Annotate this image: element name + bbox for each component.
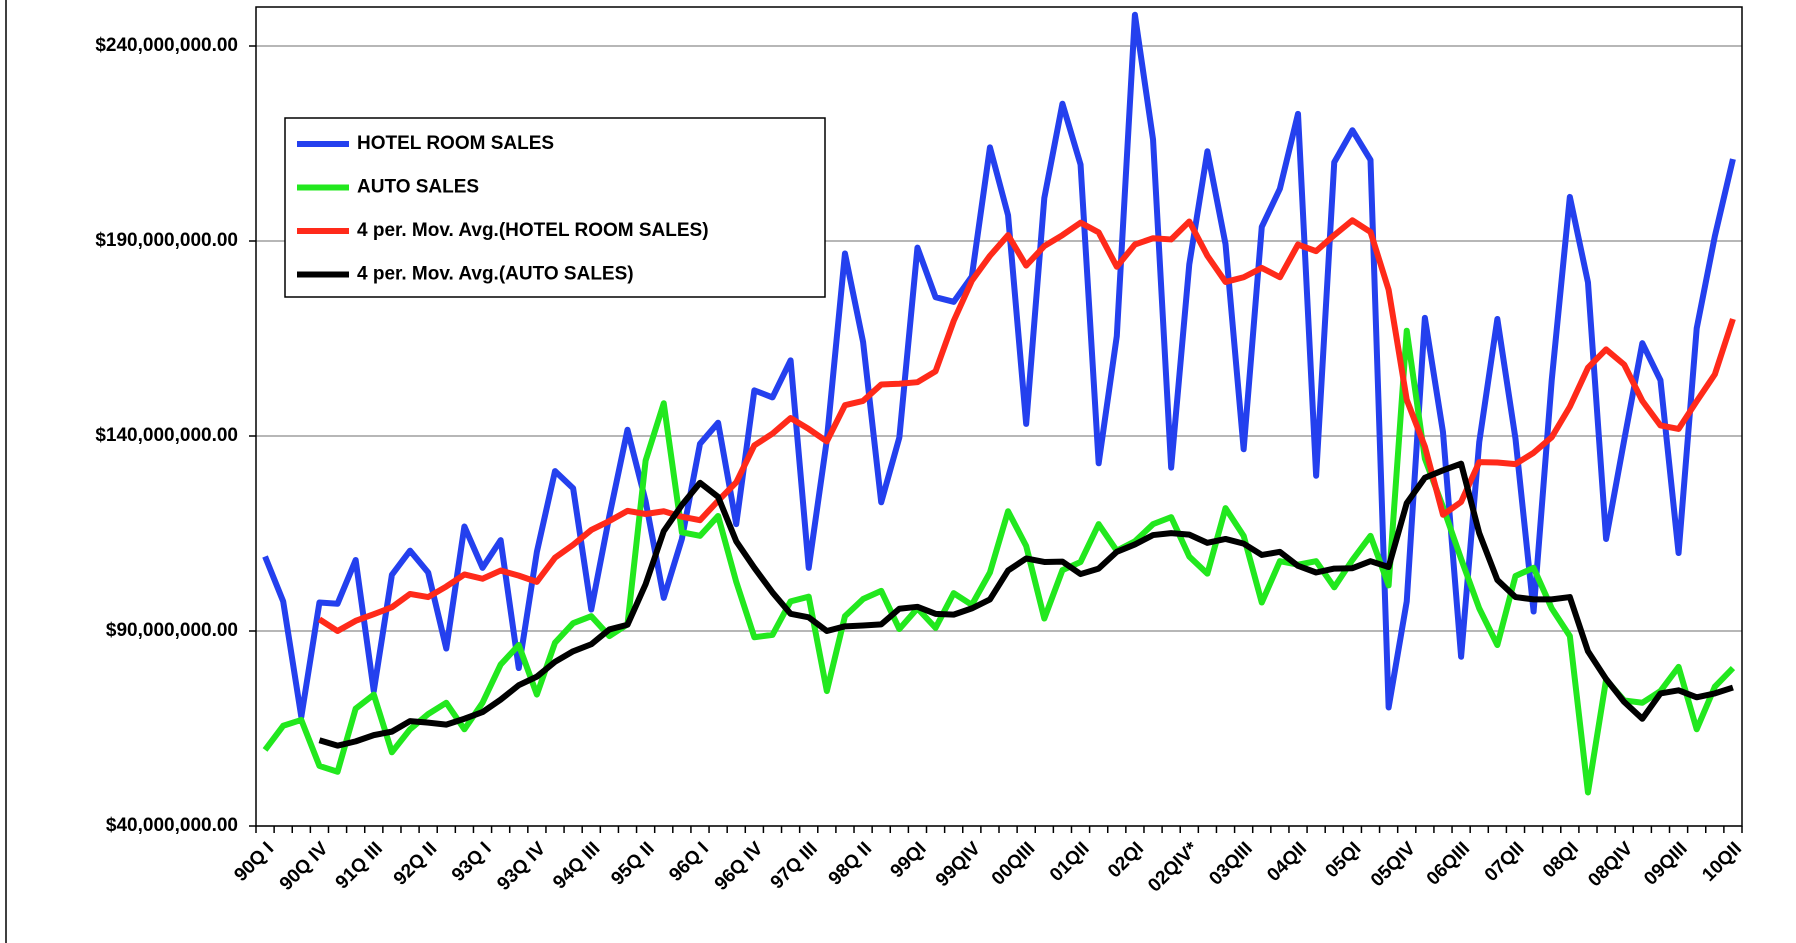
x-tick-label: 08QI <box>1539 838 1583 882</box>
x-tick-label: 96Q I <box>665 838 713 886</box>
x-tick-label: 94Q III <box>549 838 604 893</box>
x-tick-label: 04QII <box>1263 838 1311 886</box>
x-tick-label: 07QII <box>1481 838 1529 886</box>
x-tick-label: 93Q IV <box>493 838 550 895</box>
series-line <box>318 460 1734 749</box>
x-tick-label: 02QIV* <box>1144 838 1203 897</box>
series-line <box>262 11 1736 720</box>
y-tick-label: $240,000,000.00 <box>95 35 238 56</box>
x-tick-label: 10QII <box>1698 838 1746 886</box>
series-line <box>317 217 1736 634</box>
x-tick-label: 06QIII <box>1423 838 1474 889</box>
x-tick-label: 98Q II <box>825 838 876 889</box>
x-tick-label: 97Q III <box>767 838 822 893</box>
y-tick-label: $40,000,000.00 <box>106 815 238 836</box>
x-tick-label: 05QIV <box>1367 838 1420 891</box>
x-tick-label: 08QIV <box>1584 838 1637 891</box>
legend-label: AUTO SALES <box>357 177 479 198</box>
x-tick-label: 09QIII <box>1640 838 1691 889</box>
x-tick-label: 02QI <box>1104 838 1148 882</box>
x-tick-label: 92Q II <box>390 838 441 889</box>
x-tick-label: 99QIV <box>932 838 985 891</box>
legend-label: HOTEL ROOM SALES <box>357 133 554 154</box>
y-tick-label: $140,000,000.00 <box>95 425 238 446</box>
x-tick-label: 90Q I <box>230 838 278 886</box>
legend: HOTEL ROOM SALES AUTO SALES 4 per. Mov. Av… <box>284 117 826 298</box>
x-tick-label: 05QI <box>1321 838 1365 882</box>
legend-label: 4 per. Mov. Avg.(AUTO SALES) <box>357 264 634 285</box>
x-tick-label: 00QIII <box>988 838 1039 889</box>
x-tick-label: 91Q III <box>332 838 387 893</box>
x-tick-label: 96Q IV <box>711 838 768 895</box>
x-tick-label: 03QIII <box>1205 838 1256 889</box>
x-tick-label: 95Q II <box>607 838 658 889</box>
y-tick-label: $190,000,000.00 <box>95 230 238 251</box>
x-tick-label: 01QII <box>1046 838 1094 886</box>
x-tick-label: 93Q I <box>448 838 496 886</box>
series-line <box>262 327 1736 796</box>
x-tick-label: 99QI <box>887 838 931 882</box>
legend-label: 4 per. Mov. Avg.(HOTEL ROOM SALES) <box>357 220 709 241</box>
x-tick-label: 90Q IV <box>276 838 333 895</box>
legend-box <box>284 117 826 298</box>
y-tick-label: $90,000,000.00 <box>106 620 238 641</box>
